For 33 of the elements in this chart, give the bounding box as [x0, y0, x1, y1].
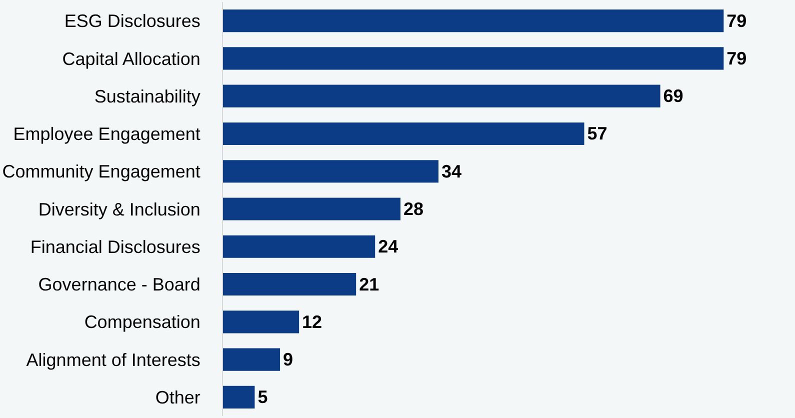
bar [223, 348, 280, 371]
data-label: 9 [283, 350, 294, 370]
y-tick-label: ESG Disclosures [64, 11, 200, 32]
y-tick-label: Alignment of Interests [26, 350, 200, 370]
bar [223, 122, 584, 146]
y-tick-label: Diversity & Inclusion [38, 199, 200, 220]
data-label: 28 [403, 199, 424, 219]
data-label: 12 [302, 312, 322, 332]
bar [223, 310, 300, 334]
bar [223, 10, 724, 32]
bar [223, 272, 356, 296]
bar [223, 84, 660, 108]
bar [223, 160, 438, 183]
y-tick-label: Employee Engagement [13, 124, 200, 144]
data-label: 79 [726, 48, 747, 68]
bar [223, 198, 400, 220]
data-label: 79 [726, 10, 747, 31]
y-tick-label: Capital Allocation [62, 48, 200, 69]
data-label: 21 [359, 274, 380, 294]
data-label: 57 [587, 124, 608, 144]
bar [223, 386, 255, 408]
bar [223, 235, 376, 258]
y-tick-label: Other [155, 387, 200, 408]
data-label: 69 [663, 86, 684, 106]
y-tick-label: Financial Disclosures [30, 236, 200, 257]
y-tick-label: Community Engagement [2, 162, 200, 182]
y-tick-label: Governance - Board [38, 274, 200, 295]
data-label: 24 [378, 236, 398, 257]
data-label: 34 [441, 161, 462, 182]
bar [223, 47, 724, 70]
y-tick-label: Compensation [84, 312, 200, 332]
data-label: 5 [258, 387, 268, 408]
y-tick-label: Sustainability [94, 86, 200, 106]
